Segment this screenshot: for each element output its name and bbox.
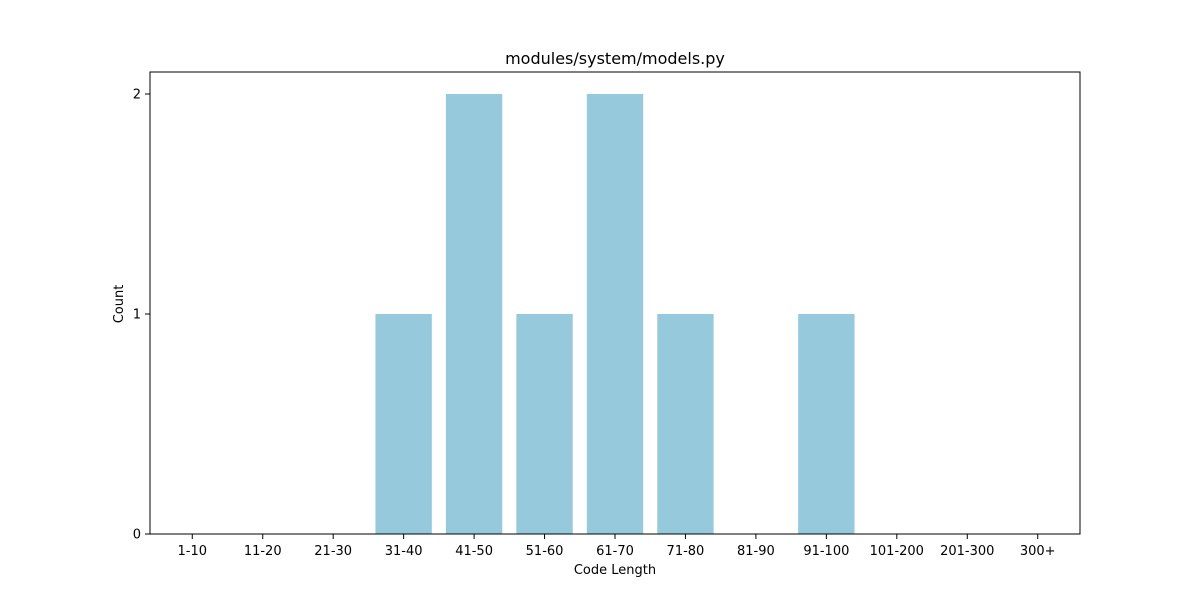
x-tick-label-31-40: 31-40 [385, 544, 423, 559]
bar-51-60 [516, 314, 573, 534]
y-tick-label-1: 1 [133, 308, 141, 323]
x-tick-label-61-70: 61-70 [596, 544, 634, 559]
x-tick-label-1-10: 1-10 [178, 544, 208, 559]
y-tick-label-2: 2 [133, 88, 141, 103]
y-axis-ticks: 0 1 2 [133, 88, 150, 543]
x-axis-ticks: 1-10 11-20 21-30 31-40 41-50 51-60 61-70 71-80 8… [178, 534, 1056, 559]
x-tick-label-91-100: 91-100 [803, 544, 849, 559]
x-tick-label-81-90: 81-90 [737, 544, 775, 559]
y-tick-label-0: 0 [133, 528, 141, 543]
x-tick-label-21-30: 21-30 [314, 544, 352, 559]
x-tick-label-11-20: 11-20 [244, 544, 282, 559]
chart-title: modules/system/models.py [505, 49, 725, 68]
bar-41-50 [445, 94, 503, 534]
plot-area-frame [149, 71, 1081, 535]
bar-61-70 [586, 94, 644, 534]
y-axis-label: Count [112, 285, 127, 324]
x-tick-label-71-80: 71-80 [667, 544, 705, 559]
x-tick-label-51-60: 51-60 [526, 544, 564, 559]
bars-layer [375, 94, 855, 534]
x-tick-label-201-300: 201-300 [940, 544, 994, 559]
bar-31-40 [375, 314, 432, 534]
bar-71-80 [657, 314, 714, 534]
bar-91-100 [798, 314, 855, 534]
x-tick-label-41-50: 41-50 [455, 544, 493, 559]
x-tick-label-101-200: 101-200 [870, 544, 924, 559]
x-tick-label-300+: 300+ [1020, 544, 1056, 559]
x-axis-label: Code Length [574, 563, 656, 578]
